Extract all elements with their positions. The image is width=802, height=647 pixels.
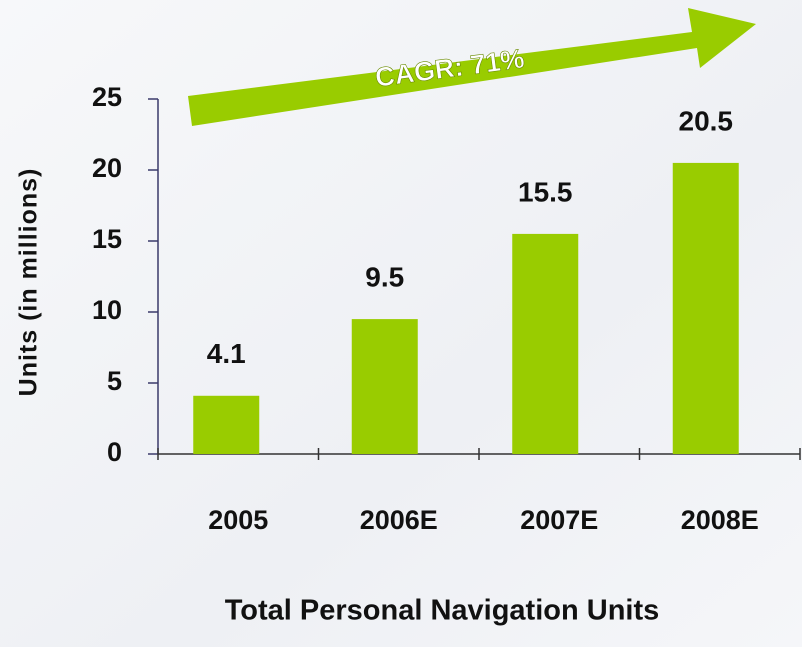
x-axis-title: Total Personal Navigation Units	[225, 595, 660, 627]
y-tick-label: 20	[92, 153, 122, 183]
x-tick-label: 2005	[208, 505, 268, 535]
bar	[193, 395, 260, 454]
y-tick-label: 15	[92, 224, 122, 254]
bar	[672, 162, 739, 454]
y-tick-label: 10	[92, 295, 122, 325]
x-tick-label: 2006E	[360, 505, 438, 535]
growth-arrow	[188, 8, 756, 126]
y-tick-label: 0	[107, 437, 122, 467]
y-axis-title: Units (in millions)	[15, 168, 43, 397]
value-label: 15.5	[518, 176, 573, 207]
bar	[351, 319, 418, 454]
value-label: 9.5	[365, 261, 404, 292]
x-tick-label: 2007E	[520, 505, 598, 535]
bar	[512, 233, 579, 454]
y-tick-label: 5	[107, 366, 122, 396]
y-tick-label: 25	[92, 82, 122, 112]
value-label: 20.5	[679, 105, 734, 136]
x-tick-label: 2008E	[681, 505, 759, 535]
value-label: 4.1	[207, 338, 246, 369]
